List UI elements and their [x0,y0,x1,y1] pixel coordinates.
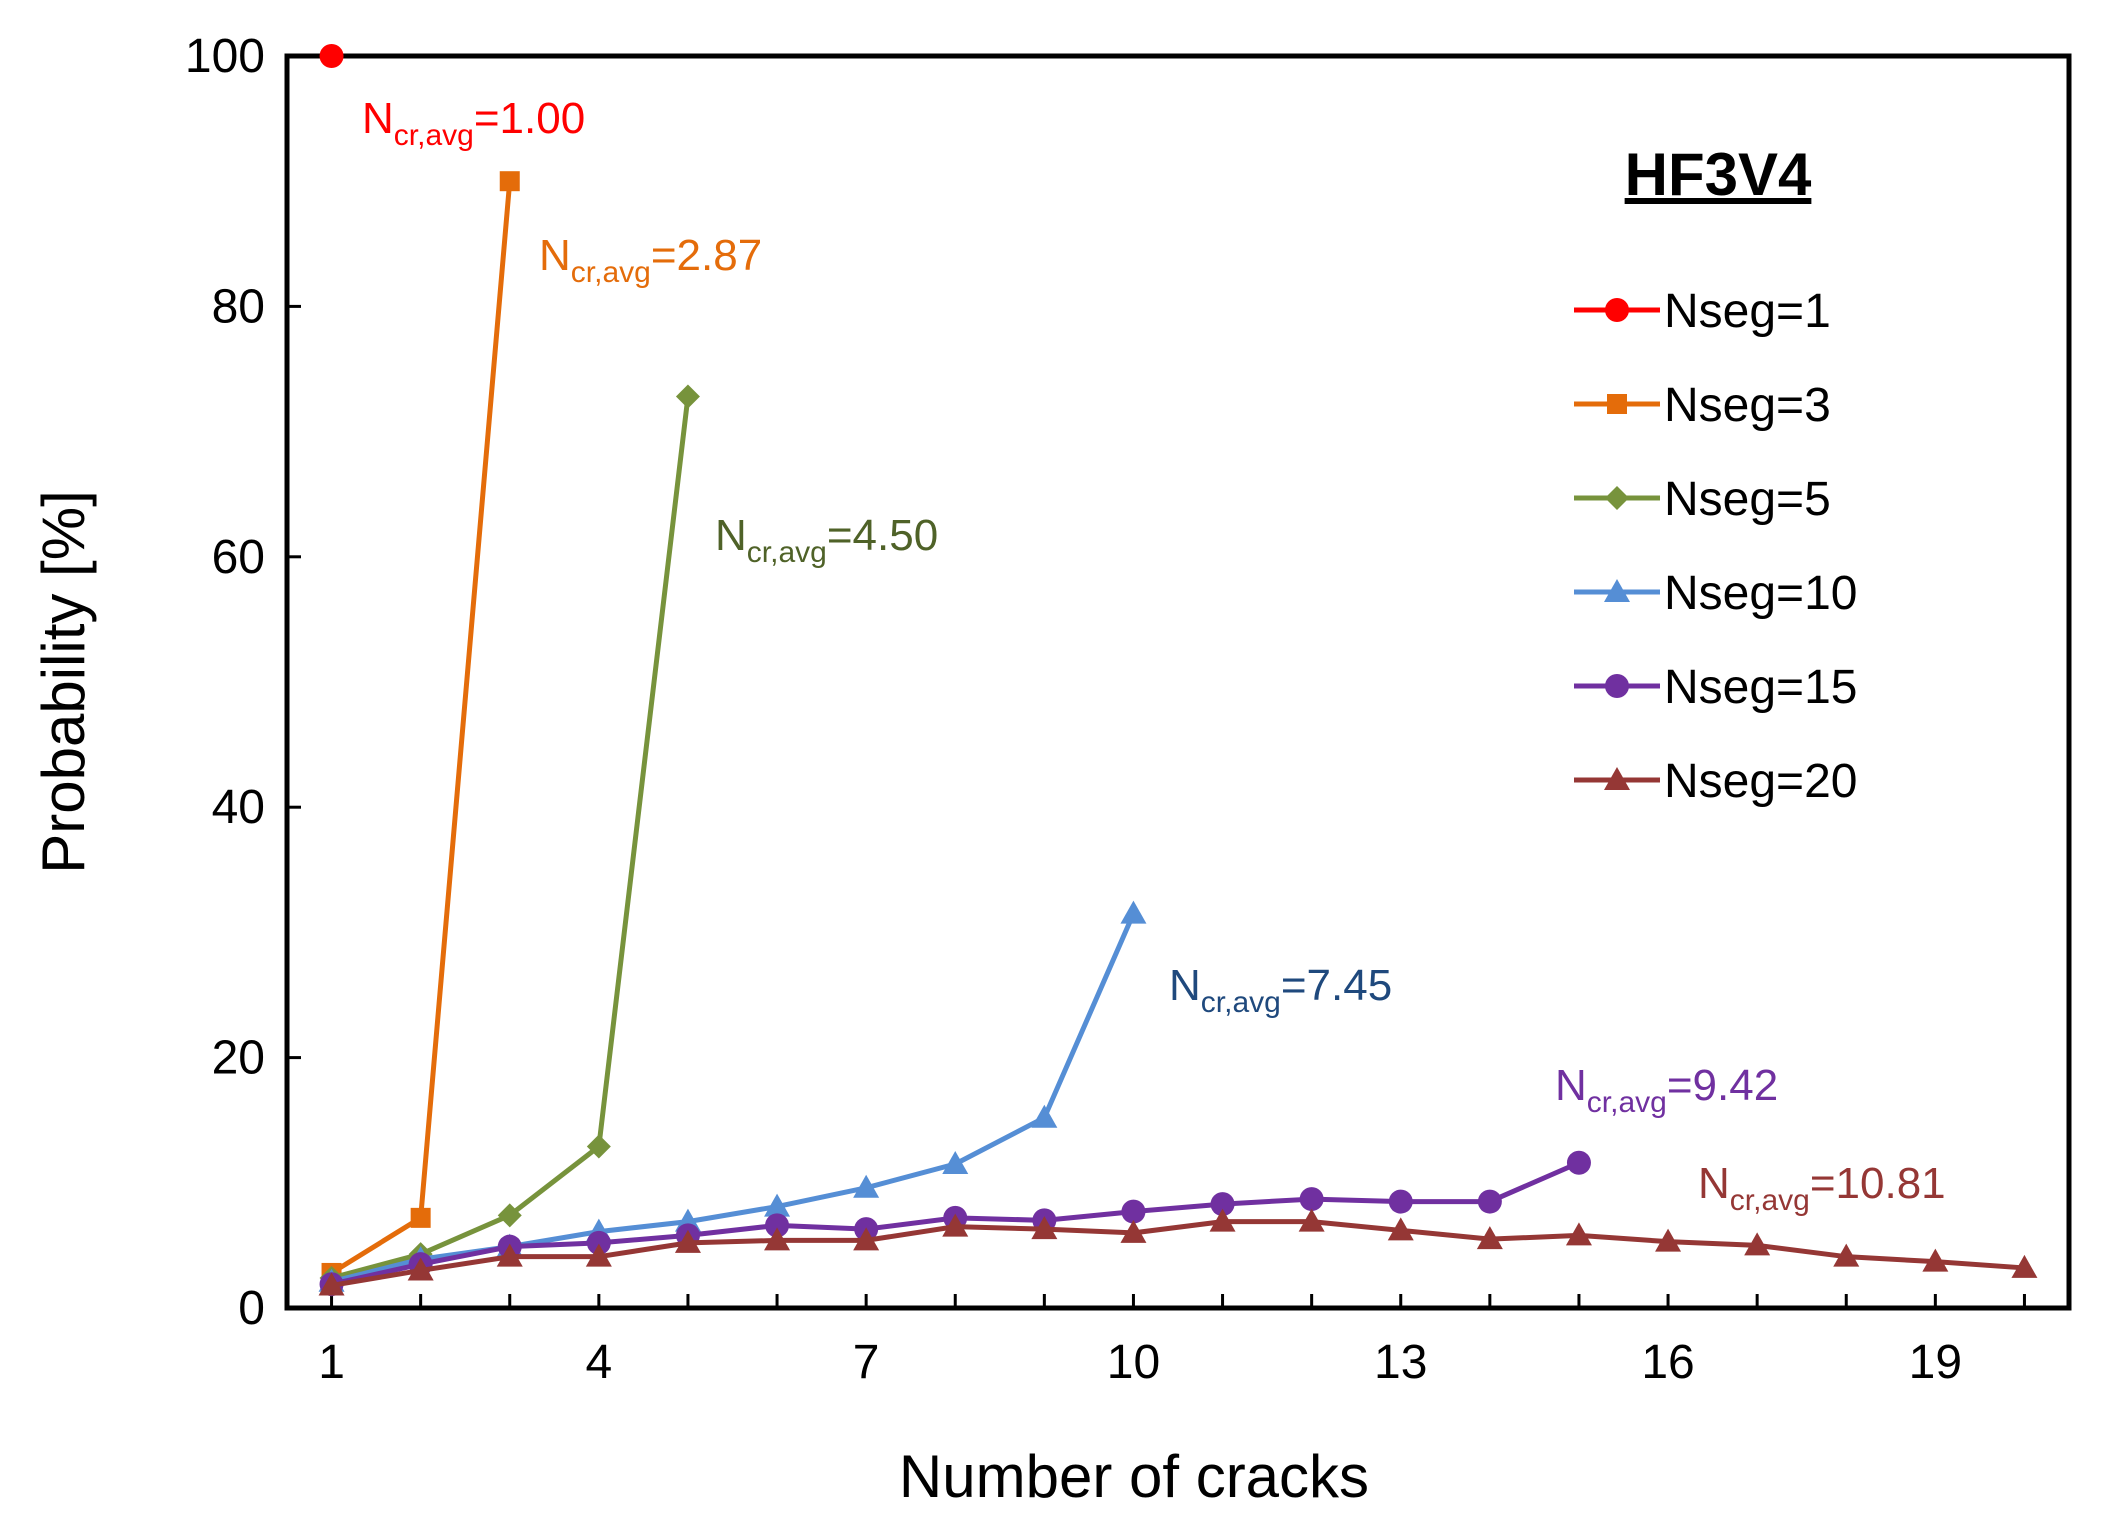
data-point [586,1134,611,1159]
data-point [1565,1222,1592,1246]
data-point [585,1243,612,1267]
ncr-avg-annotation: Ncr,avg=4.50 [715,511,938,569]
legend-marker [1605,674,1629,698]
data-point [1922,1248,1949,1272]
data-point [674,1229,701,1253]
legend-label: Nseg=3 [1664,379,1831,432]
plot-area [284,53,2072,1311]
data-point [1120,1219,1147,1243]
x-tick-label: 1 [318,1336,345,1389]
legend-item: Nseg=1 [1574,285,1831,338]
legend-label: Nseg=10 [1664,567,1857,620]
x-tick-label: 13 [1374,1336,1427,1389]
data-point [1031,1104,1058,1128]
data-point [496,1243,523,1267]
data-point [764,1193,791,1217]
legend-label: Nseg=20 [1664,755,1857,808]
data-point [853,1227,880,1251]
data-point [942,1213,969,1237]
series-nseg-20 [318,1208,2038,1296]
legend-label: Nseg=5 [1664,473,1831,526]
legend-label: Nseg=1 [1664,285,1831,338]
legend-marker [1604,579,1630,602]
data-point [1477,1189,1502,1214]
x-tick-label: 19 [1909,1336,1962,1389]
ncr-avg-annotation: Ncr,avg=7.45 [1169,961,1392,1019]
data-point [1387,1217,1414,1241]
legend-marker [1604,767,1630,790]
legend-marker [1605,298,1629,322]
data-point [1299,1187,1324,1212]
legend-item: Nseg=20 [1574,755,1857,808]
data-point [319,44,344,68]
ncr-avg-annotation: Ncr,avg=1.00 [362,94,585,152]
series-line [331,1219,2025,1288]
data-point [410,1207,431,1228]
data-point [1209,1208,1236,1232]
chart-title: HF3V4 [1625,141,1812,208]
y-axis-title: Probability [%] [30,490,97,874]
y-tick-label: 0 [238,1282,265,1335]
data-point [942,1151,969,1175]
legend-item: Nseg=5 [1574,473,1831,526]
data-point [853,1174,880,1198]
data-point [1566,1150,1591,1175]
x-tick-label: 7 [853,1336,880,1389]
data-point [675,384,700,409]
data-point [1210,1192,1235,1217]
y-tick-label: 20 [212,1032,265,1085]
legend-item: Nseg=15 [1574,661,1857,714]
legend-marker [1607,394,1627,414]
x-axis: 1 4 7 10 13 16 19 [318,1294,2026,1389]
legend-label: Nseg=15 [1664,661,1857,714]
data-point [765,1213,790,1238]
y-tick-label: 100 [185,30,265,83]
data-point [1121,1199,1146,1224]
legend: Nseg=1 Nseg=3 Nseg=5 Nseg=10 Nseg=15 Nseg=20 [1574,285,1857,808]
ncr-avg-annotation: Ncr,avg=2.87 [539,231,762,289]
x-tick-label: 16 [1641,1336,1694,1389]
data-point [1031,1216,1058,1240]
data-point [1476,1226,1503,1250]
annotation-layer: Ncr,avg=1.00 Ncr,avg=2.87 Ncr,avg=4.50 Ncr,… [362,94,1946,1217]
ncr-avg-annotation: Ncr,avg=10.81 [1698,1159,1946,1217]
data-point [764,1227,791,1251]
data-point [499,171,520,192]
data-point [1744,1232,1771,1256]
legend-item: Nseg=3 [1574,379,1831,432]
ncr-avg-annotation: Ncr,avg=9.42 [1555,1061,1778,1119]
data-point [1655,1228,1682,1252]
legend-marker [1605,486,1629,510]
legend-item: Nseg=10 [1574,567,1857,620]
data-point [2011,1254,2038,1278]
data-point [1388,1189,1413,1214]
y-tick-label: 60 [212,531,265,584]
data-point [1833,1243,1860,1267]
y-tick-label: 80 [212,280,265,333]
data-point [586,1230,611,1255]
series-nseg-1 [319,44,344,68]
x-tick-label: 10 [1107,1336,1160,1389]
data-point [497,1203,522,1228]
data-point [407,1257,434,1281]
y-axis: 0 20 40 60 80 100 [185,30,301,1335]
x-axis-title: Number of cracks [899,1443,1369,1510]
data-point [1120,900,1147,924]
data-point [318,1272,345,1296]
x-tick-label: 4 [585,1336,612,1389]
data-point [1298,1208,1325,1232]
y-tick-label: 40 [212,781,265,834]
series-layer [318,44,2038,1297]
